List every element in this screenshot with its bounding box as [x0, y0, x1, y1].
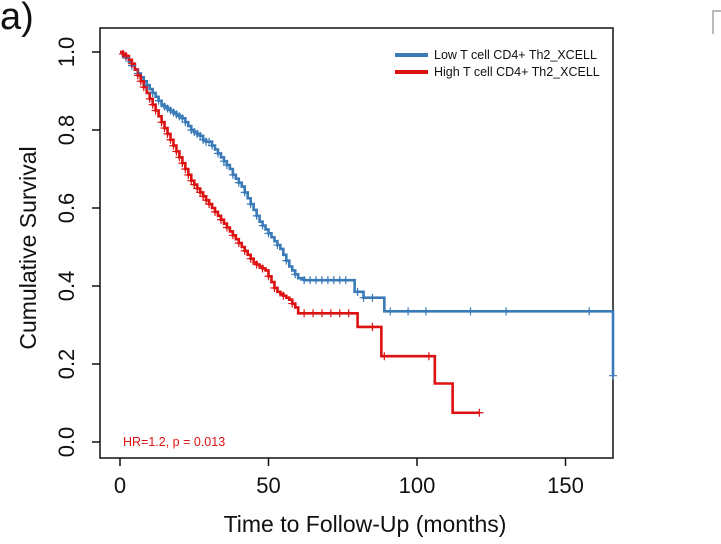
censor-mark: [121, 51, 130, 60]
censor-mark: [214, 149, 223, 158]
censor-mark: [181, 118, 190, 127]
x-tick-label: 100: [399, 473, 436, 498]
hr-annotation: HR=1.2, p = 0.013: [123, 435, 225, 449]
censor-mark: [181, 165, 190, 173]
censor-mark: [246, 200, 255, 209]
censor-mark: [466, 307, 475, 316]
censor-mark: [222, 223, 231, 232]
censor-mark: [386, 307, 395, 316]
censor-mark: [184, 170, 193, 179]
censor-mark: [258, 264, 267, 273]
censor-mark: [264, 229, 273, 238]
legend-label-low: Low T cell CD4+ Th2_XCELL: [434, 48, 597, 62]
y-axis-title: Cumulative Survival: [15, 146, 41, 349]
series-layer: [120, 50, 615, 415]
censor-mark: [335, 309, 344, 318]
y-tick-label: 0.2: [54, 349, 79, 380]
y-tick-label: 0.0: [54, 427, 79, 458]
censor-layer: [118, 49, 618, 417]
censor-mark: [127, 59, 136, 68]
legend: Low T cell CD4+ Th2_XCELL High T cell CD…: [395, 48, 600, 79]
survival-curve-high: [120, 50, 480, 415]
legend-label-high: High T cell CD4+ Th2_XCELL: [434, 65, 600, 79]
panel-label: a): [0, 0, 34, 38]
censor-mark: [133, 71, 142, 80]
censor-mark: [252, 260, 261, 269]
x-tick-label: 0: [114, 473, 126, 498]
censor-mark: [148, 100, 157, 109]
censor-mark: [234, 239, 243, 248]
censor-mark: [404, 307, 413, 316]
censor-mark: [175, 153, 184, 162]
censor-mark: [151, 106, 160, 115]
censor-mark: [252, 211, 261, 220]
x-axis-title: Time to Follow-Up (months): [224, 511, 507, 537]
censor-mark: [145, 94, 154, 103]
censor-mark: [424, 352, 433, 361]
censor-mark: [139, 83, 148, 92]
censor-mark: [169, 141, 178, 150]
censor-mark: [317, 309, 326, 318]
censor-mark: [368, 322, 377, 331]
censor-mark: [240, 188, 249, 197]
censor-mark: [270, 283, 279, 292]
censor-mark: [157, 118, 166, 127]
censor-mark: [264, 272, 273, 281]
censor-mark: [178, 159, 187, 168]
censor-mark: [228, 231, 237, 240]
x-tick-label: 50: [256, 473, 280, 498]
censor-mark: [273, 241, 282, 250]
censor-mark: [172, 147, 181, 156]
censor-mark: [359, 293, 368, 302]
y-axis: 0.0 0.2 0.4 0.6 0.8 1.0: [54, 37, 100, 458]
censor-mark: [160, 124, 169, 133]
censor-mark: [502, 307, 511, 316]
censor-mark: [222, 161, 231, 170]
censor-mark: [585, 307, 594, 316]
censor-mark: [163, 129, 172, 138]
censor-mark: [211, 207, 220, 216]
censor-mark: [475, 408, 484, 417]
censor-mark: [216, 215, 225, 224]
x-axis: 0 50 100 150: [114, 458, 584, 498]
censor-mark: [246, 254, 255, 263]
y-tick-label: 1.0: [54, 37, 79, 68]
censor-mark: [326, 309, 335, 318]
censor-mark: [228, 170, 237, 179]
censor-mark: [380, 352, 389, 361]
censor-mark: [368, 293, 377, 302]
censor-mark: [300, 309, 309, 318]
censor-mark: [291, 270, 300, 279]
censor-mark: [258, 221, 267, 230]
censor-mark: [234, 178, 243, 187]
y-tick-label: 0.6: [54, 193, 79, 224]
censor-mark: [309, 309, 318, 318]
censor-mark: [205, 200, 214, 209]
censor-mark: [166, 135, 175, 144]
censor-mark: [240, 246, 249, 255]
censor-mark: [609, 371, 618, 380]
censor-mark: [148, 88, 157, 97]
y-tick-label: 0.8: [54, 115, 79, 146]
adjacent-panel-edge: [712, 10, 721, 34]
censor-mark: [341, 276, 350, 285]
censor-mark: [279, 291, 288, 300]
x-tick-label: 150: [547, 473, 584, 498]
censor-mark: [154, 96, 163, 105]
censor-mark: [353, 287, 362, 296]
censor-mark: [421, 307, 430, 316]
plot-frame: [99, 27, 614, 459]
censor-mark: [208, 141, 217, 150]
censor-mark: [136, 77, 145, 86]
censor-mark: [288, 299, 297, 308]
y-tick-label: 0.4: [54, 271, 79, 302]
censor-mark: [282, 256, 291, 265]
censor-mark: [344, 309, 353, 318]
